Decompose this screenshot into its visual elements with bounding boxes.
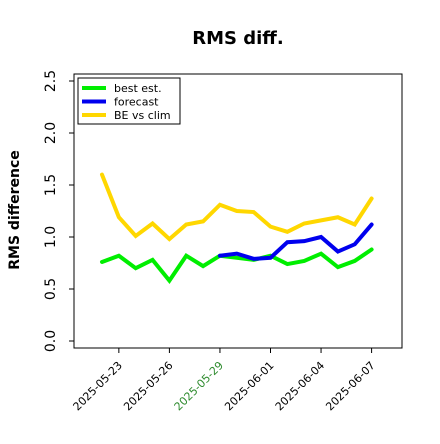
y-tick-label: 2.5: [43, 70, 59, 92]
series-layer: [100, 172, 374, 285]
legend-entry-label: forecast: [114, 96, 159, 109]
chart-title: RMS diff.: [192, 28, 283, 49]
x-tick-label: 2025-06-01: [222, 359, 276, 413]
series-line-best-est-: [100, 247, 374, 285]
series-line-be-vs-clim: [100, 172, 374, 242]
y-tick-label: 1.5: [43, 174, 59, 196]
x-tick-label: 2025-06-07: [323, 359, 377, 413]
legend-entry-label: BE vs clim: [114, 109, 171, 122]
x-tick-label: 2025-06-04: [273, 359, 327, 413]
y-tick-label: 1.0: [43, 226, 59, 248]
y-tick-label: 0.5: [43, 278, 59, 300]
series-line-forecast: [217, 222, 374, 261]
legend-entry-label: best est.: [114, 82, 162, 95]
x-tick-label: 2025-05-29: [172, 359, 226, 413]
x-tick-label: 2025-05-26: [121, 359, 175, 413]
y-tick-label: 0.0: [43, 330, 59, 352]
y-tick-label: 2.0: [43, 122, 59, 144]
x-tick-label: 2025-05-23: [71, 359, 125, 413]
y-axis-label: RMS difference: [7, 150, 23, 270]
